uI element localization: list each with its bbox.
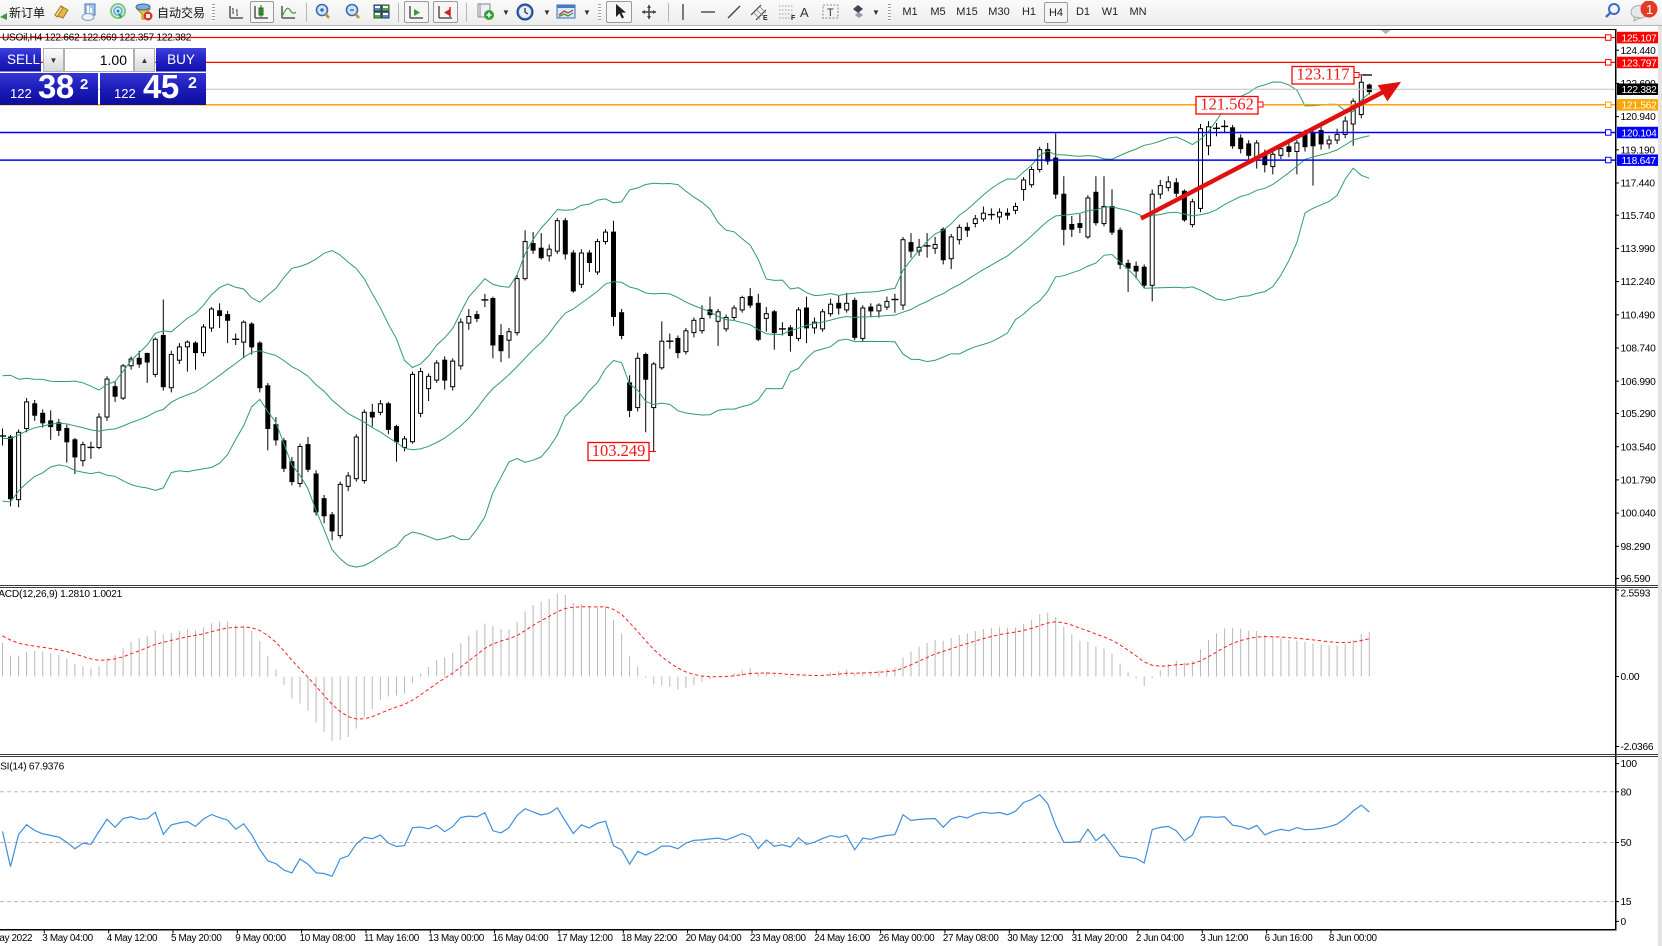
svg-text:123.797: 123.797	[1622, 58, 1658, 69]
svg-text:120.104: 120.104	[1622, 128, 1658, 139]
svg-text:24 May 16:00: 24 May 16:00	[814, 933, 870, 944]
svg-text:96.590: 96.590	[1621, 574, 1651, 585]
svg-text:121.562: 121.562	[1622, 101, 1658, 112]
svg-text:2.5593: 2.5593	[1621, 589, 1651, 600]
svg-text:17 May 12:00: 17 May 12:00	[557, 933, 613, 944]
svg-text:31 May 20:00: 31 May 20:00	[1072, 933, 1128, 944]
svg-text:-2.0366: -2.0366	[1621, 742, 1654, 753]
svg-text:100.040: 100.040	[1621, 509, 1657, 520]
svg-text:9 May 00:00: 9 May 00:00	[235, 933, 286, 944]
svg-text:121.562: 121.562	[1200, 95, 1254, 114]
svg-text:16 May 04:00: 16 May 04:00	[493, 933, 549, 944]
svg-text:11 May 16:00: 11 May 16:00	[364, 933, 420, 944]
svg-text:RSI(14) 67.9376: RSI(14) 67.9376	[0, 762, 65, 773]
svg-text:120.940: 120.940	[1621, 112, 1657, 123]
svg-text:103.540: 103.540	[1621, 442, 1657, 453]
svg-text:115.740: 115.740	[1621, 211, 1656, 222]
svg-text:100: 100	[1621, 759, 1638, 770]
svg-text:4 May 12:00: 4 May 12:00	[107, 933, 158, 944]
svg-text:101.790: 101.790	[1621, 476, 1657, 487]
svg-text:3 May 04:00: 3 May 04:00	[42, 933, 93, 944]
svg-text:30 May 12:00: 30 May 12:00	[1007, 933, 1063, 944]
svg-text:125.107: 125.107	[1622, 33, 1658, 44]
svg-text:5 May 20:00: 5 May 20:00	[171, 933, 222, 944]
svg-text:3 Jun 12:00: 3 Jun 12:00	[1200, 933, 1249, 944]
svg-text:113.990: 113.990	[1621, 244, 1656, 255]
svg-text:E: E	[763, 15, 768, 21]
svg-text:T: T	[827, 7, 834, 19]
svg-text:27 May 08:00: 27 May 08:00	[943, 933, 999, 944]
svg-text:0: 0	[1621, 917, 1627, 928]
svg-text:26 May 00:00: 26 May 00:00	[879, 933, 935, 944]
svg-text:123.117: 123.117	[1296, 65, 1349, 84]
svg-text:80: 80	[1621, 787, 1632, 798]
svg-text:15: 15	[1621, 897, 1632, 908]
svg-text:118.647: 118.647	[1622, 156, 1657, 167]
svg-text:6 Jun 16:00: 6 Jun 16:00	[1265, 933, 1314, 944]
svg-text:106.990: 106.990	[1621, 377, 1657, 388]
svg-text:1: 1	[1646, 2, 1653, 17]
svg-text:2 May 2022: 2 May 2022	[0, 933, 32, 944]
svg-text:2 Jun 04:00: 2 Jun 04:00	[1136, 933, 1185, 944]
svg-text:98.290: 98.290	[1621, 542, 1651, 553]
svg-text:103.249: 103.249	[592, 441, 646, 460]
svg-text:20 May 04:00: 20 May 04:00	[686, 933, 742, 944]
svg-text:8 Jun 00:00: 8 Jun 00:00	[1329, 933, 1378, 944]
svg-text:108.740: 108.740	[1621, 344, 1657, 355]
svg-text:10 May 08:00: 10 May 08:00	[300, 933, 356, 944]
svg-text:USOil,H4 122.662 122.669 122.3: USOil,H4 122.662 122.669 122.357 122.382	[2, 32, 192, 43]
svg-text:50: 50	[1621, 838, 1632, 849]
svg-text:105.290: 105.290	[1621, 409, 1657, 420]
svg-text:117.440: 117.440	[1621, 179, 1656, 190]
svg-text:112.240: 112.240	[1621, 277, 1656, 288]
svg-text:F: F	[791, 15, 796, 21]
svg-text:MACD(12,26,9) 1.2810 1.0021: MACD(12,26,9) 1.2810 1.0021	[0, 589, 123, 600]
svg-text:18 May 22:00: 18 May 22:00	[621, 933, 677, 944]
svg-text:13 May 00:00: 13 May 00:00	[428, 933, 484, 944]
svg-text:23 May 08:00: 23 May 08:00	[750, 933, 806, 944]
svg-text:124.440: 124.440	[1621, 46, 1657, 57]
svg-text:119.190: 119.190	[1621, 145, 1656, 156]
svg-text:110.490: 110.490	[1621, 310, 1656, 321]
svg-text:122.382: 122.382	[1622, 85, 1658, 96]
svg-text:0.00: 0.00	[1621, 672, 1640, 683]
